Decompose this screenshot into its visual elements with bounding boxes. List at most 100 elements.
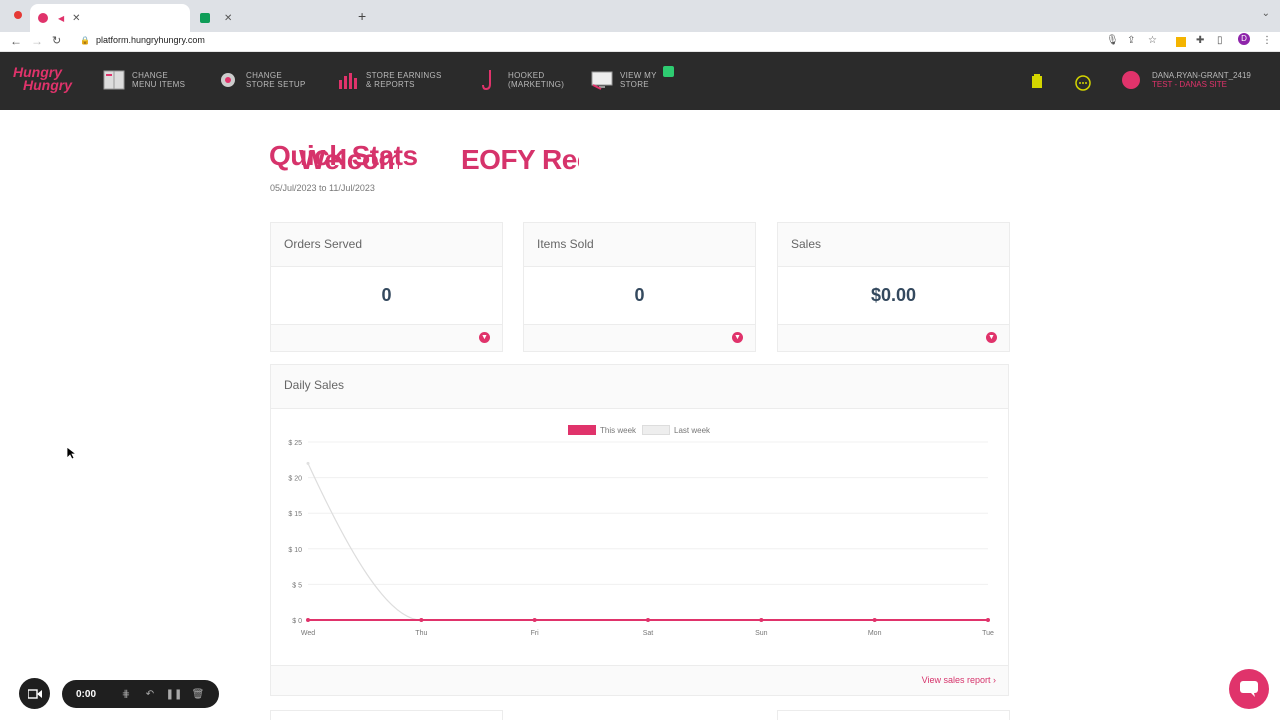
chat-button[interactable] [1229,669,1269,709]
nav-label: HOOKED [508,71,545,80]
menu-book-icon [102,68,126,92]
puzzle-icon[interactable]: ✚ [1196,35,1205,46]
nav-label: STORE EARNINGS [366,71,442,80]
x-tick-label: Wed [301,630,315,637]
forward-icon[interactable]: → [31,34,43,48]
gear-icon [216,68,240,92]
expand-down-icon[interactable]: ▼ [732,332,743,343]
browser-tab-bar: Welcome dana.ryan-grant ◀ ✕ EOFY Reconci… [0,0,1280,175]
y-tick-label: $ 15 [288,511,302,518]
date-range[interactable]: 05/Jul/2023 to 11/Jul/2023 [270,183,375,193]
legend-item-last-week[interactable]: Last week [642,425,710,435]
nav-label: STORE [620,80,649,89]
recording-dot-icon [14,11,22,19]
page-title: Quick Stats [269,140,418,171]
logo[interactable]: Hungry Hungry [13,65,72,93]
reload-icon[interactable]: ↻ [52,35,62,47]
bookmark-star-icon[interactable]: ☆ [1148,35,1157,46]
card-value: 0 [634,285,645,305]
back-icon[interactable]: ← [10,34,22,48]
share-icon[interactable]: ⇪ [1127,35,1136,46]
x-tick-label: Fri [531,630,540,637]
data-point-this-week [872,618,877,622]
legend-swatch [568,425,596,435]
url-text: platform.hungryhungry.com [95,35,205,45]
new-tab-button[interactable]: + [358,8,367,24]
sheets-icon [200,13,210,23]
close-icon[interactable]: ✕ [72,12,81,24]
user-menu[interactable]: DANA.RYAN-GRANT_2419 TEST - DANAS SITE [1122,71,1251,89]
y-tick-label: $ 25 [288,440,302,447]
printer-icon[interactable] [1032,74,1042,93]
x-tick-label: Thu [415,630,427,637]
nav-label: & REPORTS [366,80,415,89]
nav-store-earnings[interactable]: STORE EARNINGS & REPORTS [336,68,442,92]
daily-sales-panel: Daily Sales View sales report › [270,364,1009,696]
nav-hooked-marketing[interactable]: HOOKED (MARKETING) [478,68,564,92]
logo-line2: Hungry [23,77,72,93]
y-tick-label: $ 5 [292,582,302,589]
kebab-menu-icon[interactable]: ⋮ [1262,35,1272,46]
expand-down-icon[interactable]: ▼ [479,332,490,343]
user-name: DANA.RYAN-GRANT_2419 [1152,71,1251,80]
camera-icon [27,688,42,699]
user-site: TEST - DANAS SITE [1152,80,1227,89]
x-tick-label: Sat [643,630,654,637]
status-dots-icon[interactable] [1075,75,1091,96]
extension-icon[interactable] [1176,37,1186,47]
mic-icon[interactable]: 🎙 [1106,35,1119,46]
nav-view-my-store[interactable]: VIEW MY STORE [590,68,657,92]
nav-change-store-setup[interactable]: CHANGE STORE SETUP [216,68,306,92]
hook-icon [478,68,502,92]
legend-item-this-week[interactable]: This week [568,425,636,435]
tab-welcome[interactable]: Welcome dana.ryan-grant ◀ ✕ [30,4,399,175]
expand-down-icon[interactable]: ▼ [986,332,997,343]
nav-label: VIEW MY [620,71,657,80]
data-point-last-week [306,461,310,465]
url-field[interactable]: 🔒 platform.hungryhungry.com [80,35,205,45]
nav-change-menu-items[interactable]: CHANGE MENU ITEMS [102,68,185,92]
lock-icon: 🔒 [80,35,90,45]
nav-label: STORE SETUP [246,80,306,89]
card-label: Items Sold [524,223,755,267]
bar-chart-icon [336,68,360,92]
undo-icon[interactable]: ↶ [145,688,155,700]
y-tick-label: $ 10 [288,547,302,554]
card-label: Orders Served [271,223,502,267]
legend-label: Last week [674,425,711,435]
grid-icon[interactable]: ⋕ [121,688,131,700]
card-label: Sales [778,223,1009,267]
y-tick-label: $ 20 [288,476,302,483]
daily-sales-chart: $ 0 $ 5 $ 10 $ 15 $ 20 $ 25 Wed Thu Fri Sat Sun Mon… [288,440,994,637]
recording-time: 0:00 [76,688,97,700]
side-panel-icon[interactable]: ▯ [1217,35,1223,46]
home-badge-icon [663,66,674,77]
view-sales-report-link[interactable]: View sales report › [921,675,996,685]
link-label: View sales report [921,675,991,685]
favicon-icon [38,13,48,23]
pause-icon[interactable]: ❚❚ [165,688,183,700]
card-partial [777,710,1010,720]
nav-label: MENU ITEMS [132,80,186,89]
data-point-this-week [646,618,650,622]
tab-eofy[interactable]: EOFY Reconciliation Report - G ✕ [192,4,579,175]
app-header: Hungry Hungry CHANGE MENU ITEMS CHANGE STO… [0,52,1280,110]
audio-icon[interactable]: ◀ [58,13,65,23]
card-partial [270,710,503,720]
close-icon[interactable]: ✕ [224,12,233,24]
trash-icon[interactable]: 🗑 [191,688,205,700]
card-items-sold: Items Sold 0 ▼ [523,222,756,352]
nav-label: (MARKETING) [508,80,565,89]
legend-swatch [642,425,671,435]
chat-icon [1240,681,1258,697]
profile-avatar[interactable]: D [1238,33,1250,45]
camera-button[interactable] [19,678,50,709]
card-value: $0.00 [870,285,917,305]
mouse-cursor [66,446,78,465]
tab-title: EOFY Reconciliation Report - G [461,144,579,175]
card-sales: Sales $0.00 ▼ [777,222,1010,352]
tab-search-icon[interactable]: ⌄ [1261,8,1270,19]
data-point-this-week [986,618,990,622]
nav-label: CHANGE [132,71,169,80]
card-orders-served: Orders Served 0 ▼ [270,222,503,352]
